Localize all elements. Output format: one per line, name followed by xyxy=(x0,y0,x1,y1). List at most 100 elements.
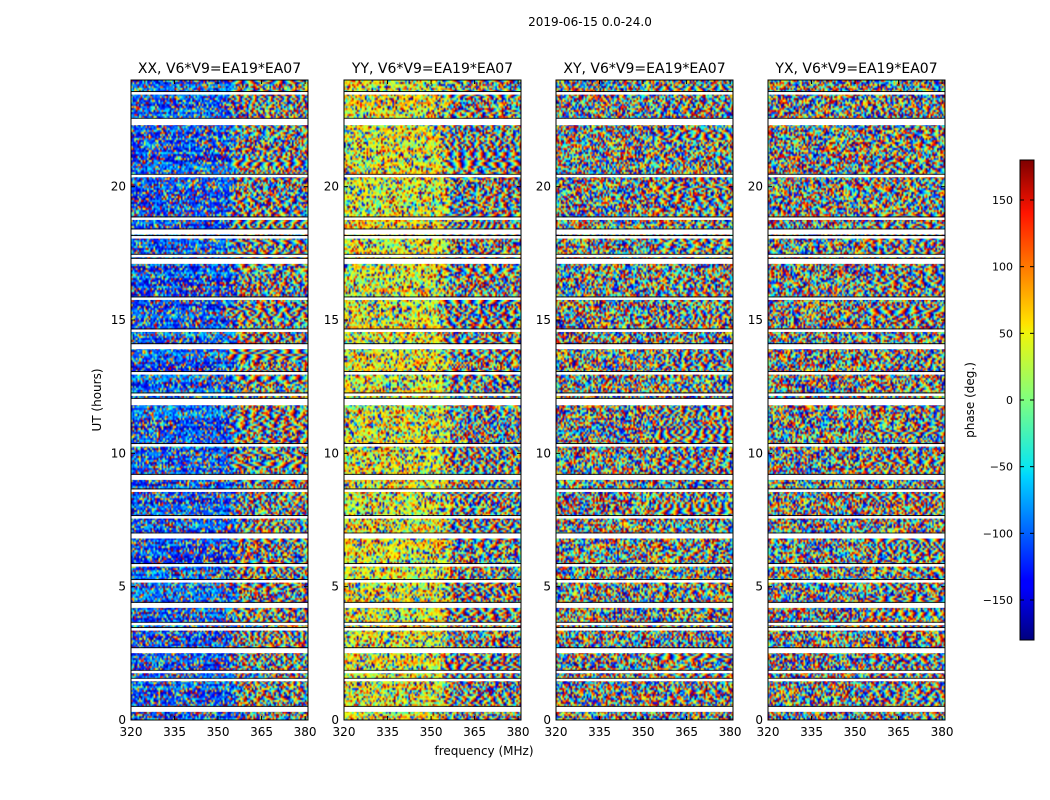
flag-row xyxy=(344,217,521,220)
flag-row xyxy=(768,622,945,626)
flag-row xyxy=(131,120,308,126)
x-tick-label: 320 xyxy=(757,725,780,739)
colorbar-tick-label: −100 xyxy=(983,527,1013,540)
flag-row xyxy=(768,229,945,235)
flag-row xyxy=(131,254,308,258)
flag-row xyxy=(344,444,521,447)
panel-frame xyxy=(130,79,309,721)
flag-row xyxy=(556,670,733,674)
y-tick-label: 15 xyxy=(111,313,126,327)
y-tick-label: 10 xyxy=(111,446,126,460)
flag-row xyxy=(556,489,733,492)
flag-row xyxy=(768,398,945,404)
flag-row xyxy=(768,444,945,447)
flag-row xyxy=(344,372,521,375)
x-tick-label: 365 xyxy=(887,725,910,739)
flag-row xyxy=(556,402,733,406)
y-tick-label: 10 xyxy=(536,446,551,460)
colorbar-tick-label: 0 xyxy=(1006,394,1013,407)
flag-row xyxy=(768,602,945,608)
colorbar: 150 100 50 0 −50 −100 −150 phase (deg.) xyxy=(963,159,1035,641)
flag-row xyxy=(344,678,521,682)
x-tick-label: 380 xyxy=(507,725,530,739)
flag-row xyxy=(131,444,308,447)
flag-row xyxy=(131,516,308,519)
flag-row xyxy=(131,92,308,95)
x-tick-label: 320 xyxy=(120,725,143,739)
flag-row xyxy=(344,670,521,674)
flag-row xyxy=(556,297,733,300)
flag-row xyxy=(556,628,733,631)
flag-row xyxy=(131,229,308,235)
panel-xx: XX, V6*V9=EA19*EA07 320 335 350 365 380 0 5 10 15… xyxy=(111,61,317,739)
flag-row xyxy=(131,648,308,654)
flag-row xyxy=(768,402,945,406)
y-tick-label: 0 xyxy=(755,713,763,727)
flag-row xyxy=(344,118,521,122)
y-tick-label: 20 xyxy=(748,180,763,194)
y-tick-label: 0 xyxy=(118,713,126,727)
flag-row xyxy=(768,329,945,332)
panel-yy: YY, V6*V9=EA19*EA07 320 335 350 365 380 0 5 10 15… xyxy=(324,61,530,739)
panel-frame xyxy=(767,79,946,721)
colorbar-tick-label: 150 xyxy=(992,194,1013,207)
panel-xy: XY, V6*V9=EA19*EA07 320 335 350 365 380 0 5 10 15… xyxy=(536,61,742,739)
flag-row xyxy=(131,258,308,264)
flag-row xyxy=(344,398,521,404)
y-tick-label: 10 xyxy=(324,446,339,460)
y-tick-label: 0 xyxy=(543,713,551,727)
panel-yx: YX, V6*V9=EA19*EA07 320 335 350 365 380 0 5 10 15… xyxy=(748,61,954,739)
y-tick-label: 15 xyxy=(748,313,763,327)
x-tick-label: 335 xyxy=(376,725,399,739)
x-tick-label: 335 xyxy=(163,725,186,739)
y-tick-label: 5 xyxy=(331,580,339,594)
flag-row xyxy=(556,217,733,220)
flag-row xyxy=(344,580,521,583)
flag-row xyxy=(131,372,308,375)
flag-row xyxy=(131,393,308,396)
flag-row xyxy=(344,474,521,480)
x-tick-label: 380 xyxy=(719,725,742,739)
y-tick-label: 15 xyxy=(324,313,339,327)
flag-row xyxy=(556,174,733,178)
flag-row xyxy=(556,533,733,539)
y-tick-label: 15 xyxy=(536,313,551,327)
flag-row xyxy=(556,118,733,122)
flag-row xyxy=(344,628,521,631)
flag-row xyxy=(344,516,521,519)
flag-row xyxy=(556,564,733,567)
flag-row xyxy=(768,628,945,631)
x-tick-label: 350 xyxy=(632,725,655,739)
panel-frame xyxy=(343,79,522,721)
x-tick-label: 380 xyxy=(294,725,317,739)
flag-row xyxy=(556,706,733,712)
flag-row xyxy=(556,344,733,350)
y-tick-label: 20 xyxy=(324,180,339,194)
flag-row xyxy=(768,254,945,258)
flag-row xyxy=(556,398,733,404)
flag-row xyxy=(344,706,521,712)
colorbar-tick-label: −150 xyxy=(983,594,1013,607)
flag-row xyxy=(131,622,308,626)
flag-row xyxy=(131,297,308,300)
flag-row xyxy=(131,329,308,332)
x-tick-label: 365 xyxy=(675,725,698,739)
flag-row xyxy=(131,602,308,608)
flag-row xyxy=(344,258,521,264)
flag-row xyxy=(768,372,945,375)
flag-row xyxy=(768,258,945,264)
y-tick-label: 5 xyxy=(118,580,126,594)
flag-row xyxy=(344,622,521,626)
x-tick-label: 320 xyxy=(545,725,568,739)
flag-row xyxy=(131,580,308,583)
flag-row xyxy=(556,372,733,375)
y-tick-label: 0 xyxy=(331,713,339,727)
x-tick-label: 365 xyxy=(250,725,273,739)
flag-row xyxy=(131,118,308,122)
flag-row xyxy=(556,229,733,235)
flag-row xyxy=(556,580,733,583)
colorbar-tick-label: −50 xyxy=(990,461,1013,474)
flag-row xyxy=(131,706,308,712)
flag-row xyxy=(556,516,733,519)
panel-title: YX, V6*V9=EA19*EA07 xyxy=(774,61,937,77)
